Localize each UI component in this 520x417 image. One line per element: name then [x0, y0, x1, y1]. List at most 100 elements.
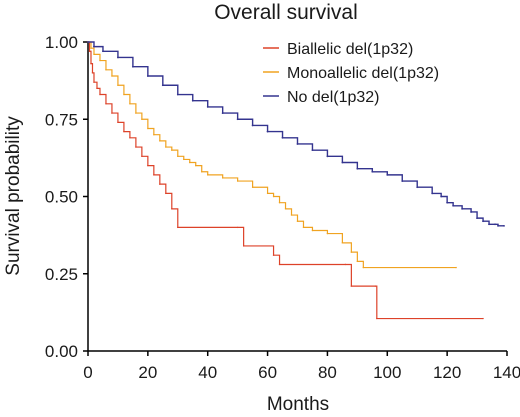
chart-title: Overall survival — [214, 1, 358, 24]
series-3-point — [356, 167, 359, 170]
series-lines — [87, 41, 505, 320]
y-tick-label: 1.00 — [45, 33, 78, 52]
series-1-point — [177, 226, 179, 229]
series-1-point — [153, 174, 155, 176]
legend-label-3: No del(1p32) — [287, 89, 380, 106]
series-2-point — [356, 260, 359, 263]
series-2-point — [153, 134, 155, 136]
series-3-point — [470, 211, 472, 213]
series-2-point — [221, 177, 224, 179]
series-2-point — [111, 75, 113, 77]
series-2-point — [302, 226, 305, 229]
series-3-point — [503, 224, 505, 227]
series-2-point — [105, 69, 107, 71]
series-1-point — [129, 137, 131, 139]
x-tick-label: 100 — [373, 363, 401, 382]
series-1-point — [374, 285, 377, 287]
x-tick-label: 0 — [83, 363, 92, 382]
series-3-point — [497, 224, 499, 227]
series-2-point — [251, 186, 254, 188]
series-1-point — [135, 146, 137, 148]
y-axis-ticks: 0.00 0.25 0.50 0.75 1.00 — [45, 33, 88, 361]
series-line-1 — [88, 41, 484, 320]
series-2-point — [284, 208, 287, 210]
series-3-point — [440, 195, 443, 198]
series-3-point — [386, 173, 389, 176]
y-axis-title: Survival probability — [3, 116, 24, 276]
y-tick-label: 0.75 — [45, 110, 78, 129]
series-3-point — [371, 170, 374, 173]
series-2-point — [278, 201, 281, 204]
series-3-point — [161, 84, 164, 87]
series-2-point — [266, 192, 269, 195]
series-2-point — [135, 112, 137, 114]
series-2-point — [236, 180, 239, 182]
series-2-point — [341, 242, 344, 244]
series-1-point — [482, 317, 484, 320]
series-2-point — [177, 155, 179, 158]
series-3-point — [446, 201, 449, 204]
series-2-point — [362, 266, 365, 269]
series-2-point — [201, 171, 203, 173]
x-tick-label: 140 — [493, 363, 520, 382]
series-2-point — [195, 164, 197, 167]
series-2-point — [171, 149, 173, 151]
series-3-point — [488, 223, 490, 226]
x-tick-label: 40 — [198, 363, 217, 382]
series-2-point — [90, 47, 92, 49]
y-tick-label: 0.50 — [45, 188, 78, 207]
series-3-point — [251, 124, 254, 127]
series-1-point — [117, 121, 119, 124]
series-2-point — [159, 140, 161, 142]
series-3-point — [221, 112, 224, 114]
series-1-point — [272, 254, 275, 256]
series-1-point — [165, 192, 167, 195]
series-2-point — [165, 146, 167, 148]
series-2-point — [147, 127, 149, 130]
series-1-point — [93, 81, 95, 83]
legend: Biallelic del(1p32) Monoallelic del(1p32)… — [263, 41, 439, 106]
series-1-point — [376, 317, 378, 320]
x-tick-label: 60 — [258, 363, 277, 382]
series-2-point — [141, 118, 143, 120]
series-1-point — [141, 155, 143, 158]
series-2-point — [93, 53, 95, 56]
series-2-point — [311, 229, 314, 232]
series-2-point — [272, 195, 275, 198]
series-2-point — [296, 220, 299, 222]
series-1-point — [90, 62, 92, 65]
x-tick-label: 20 — [138, 363, 157, 382]
series-1-point — [91, 72, 94, 74]
y-tick-label: 0.25 — [45, 265, 78, 284]
series-2-point — [117, 84, 119, 86]
series-3-point — [206, 105, 209, 108]
series-1-point — [111, 112, 113, 114]
series-1-point — [171, 208, 173, 210]
series-3-point — [191, 99, 194, 102]
series-3-point — [482, 220, 484, 223]
series-3-point — [102, 50, 104, 53]
series-1-point — [350, 285, 353, 287]
series-1-point — [344, 263, 347, 266]
x-axis-title: Months — [267, 394, 329, 415]
series-1-point — [242, 245, 245, 247]
series-3-point — [416, 186, 419, 189]
series-3-point — [326, 155, 329, 158]
series-1-point — [99, 93, 101, 96]
series-2-point — [123, 93, 125, 96]
legend-label-2: Monoallelic del(1p32) — [287, 65, 439, 82]
series-3-point — [431, 192, 434, 195]
series-2-point — [326, 232, 329, 235]
series-3-point — [266, 130, 269, 133]
series-1-point — [278, 263, 281, 266]
legend-label-1: Biallelic del(1p32) — [287, 41, 413, 58]
series-2-point — [207, 174, 209, 176]
series-2-point — [99, 59, 101, 62]
y-tick-label: 0.00 — [45, 342, 78, 361]
series-3-point — [236, 118, 239, 121]
series-3-point — [494, 223, 496, 226]
series-1-point — [123, 130, 125, 133]
x-tick-label: 80 — [318, 363, 337, 382]
series-1-point — [88, 50, 91, 52]
